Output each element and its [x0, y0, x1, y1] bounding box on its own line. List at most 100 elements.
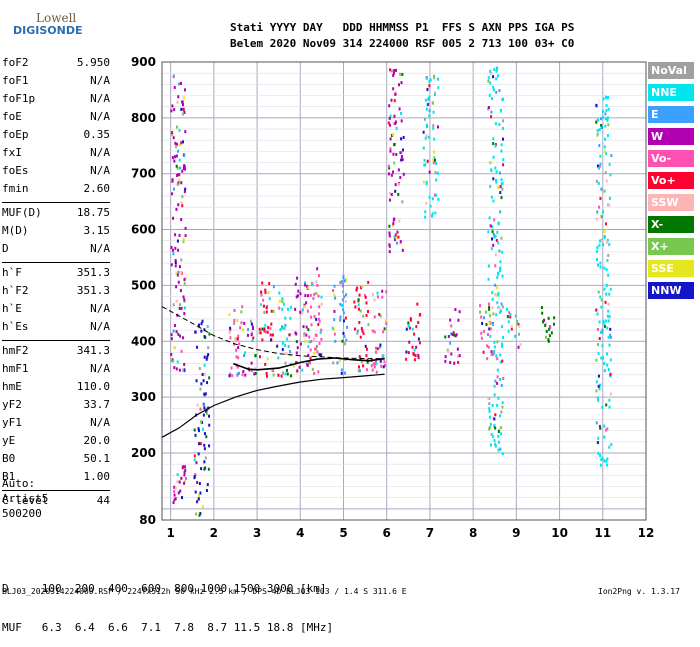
echo-point: [595, 249, 598, 253]
echo-point: [400, 150, 403, 154]
param-value: N/A: [90, 164, 110, 177]
echo-point: [608, 343, 611, 347]
echo-point: [599, 196, 602, 200]
echo-point: [208, 332, 211, 336]
echo-point: [180, 271, 183, 275]
echo-point: [206, 355, 209, 359]
echo-point: [552, 322, 555, 326]
echo-point: [199, 491, 202, 495]
y-tick-label: 900: [131, 55, 156, 69]
param-label: h`Es: [2, 320, 29, 333]
echo-point: [338, 359, 341, 363]
auto-artist: Artist5: [2, 492, 49, 505]
param-value: 3.15: [83, 224, 111, 237]
x-tick-label: 5: [339, 526, 347, 540]
echo-point: [382, 330, 385, 334]
echo-point: [605, 459, 608, 463]
echo-point: [436, 171, 439, 175]
echo-point: [244, 351, 247, 355]
echo-point: [518, 332, 521, 336]
echo-point: [285, 352, 288, 356]
echo-point: [284, 361, 287, 365]
legend-item: X+: [648, 238, 694, 255]
echo-point: [544, 335, 547, 339]
echo-point: [595, 217, 598, 221]
echo-point: [288, 333, 291, 337]
echo-point: [203, 392, 206, 396]
echo-point: [392, 87, 395, 91]
echo-point: [609, 173, 612, 177]
echo-point: [604, 137, 607, 141]
echo-point: [193, 474, 196, 478]
echo-point: [496, 357, 499, 361]
echo-point: [357, 298, 360, 302]
echo-point: [484, 310, 487, 314]
echo-point: [230, 366, 233, 370]
echo-point: [379, 343, 382, 347]
echo-point: [598, 387, 601, 391]
echo-point: [175, 164, 178, 168]
legend-item: NoVal: [648, 62, 694, 79]
echo-point: [231, 374, 234, 378]
echo-point: [203, 394, 206, 398]
echo-point: [492, 85, 495, 89]
param-row: h`Es N/A: [2, 320, 110, 338]
echo-point: [194, 330, 197, 334]
echo-point: [609, 335, 612, 339]
echo-point: [424, 215, 427, 219]
echo-point: [498, 377, 501, 381]
echo-point: [397, 183, 400, 187]
echo-point: [181, 169, 184, 173]
echo-point: [487, 264, 490, 268]
echo-point: [388, 198, 391, 202]
echo-point: [172, 216, 175, 220]
echo-point: [596, 245, 599, 249]
echo-point: [602, 356, 605, 360]
echo-point: [434, 158, 437, 162]
echo-point: [174, 497, 177, 501]
x-tick-label: 2: [210, 526, 218, 540]
echo-point: [599, 454, 602, 458]
param-row: fxI N/A: [2, 146, 110, 164]
echo-point: [493, 68, 496, 72]
echo-point: [389, 114, 392, 118]
echo-point: [411, 345, 414, 349]
echo-point: [170, 333, 173, 337]
echo-point: [301, 308, 304, 312]
echo-point: [444, 355, 447, 359]
echo-point: [599, 261, 602, 265]
echo-point: [320, 337, 323, 341]
echo-point: [183, 298, 186, 302]
echo-point: [492, 243, 495, 247]
echo-point: [600, 298, 603, 302]
echo-point: [181, 496, 184, 500]
echo-point: [276, 344, 279, 348]
echo-point: [356, 286, 359, 290]
echo-point: [236, 372, 239, 376]
echo-point: [175, 285, 178, 289]
param-value: 351.3: [76, 266, 110, 279]
echo-point: [203, 335, 206, 339]
echo-point: [243, 321, 246, 325]
echo-point: [315, 347, 318, 351]
echo-point: [183, 111, 186, 115]
param-label: yF1: [2, 416, 22, 429]
echo-point: [433, 92, 436, 96]
echo-point: [488, 407, 491, 411]
echo-point: [365, 354, 368, 358]
echo-point: [599, 154, 602, 158]
echo-point: [199, 442, 202, 446]
echo-point: [373, 298, 376, 302]
param-value: N/A: [90, 242, 110, 255]
param-row: D N/A: [2, 242, 110, 260]
echo-point: [361, 285, 364, 289]
echo-point: [309, 305, 312, 309]
echo-point: [286, 372, 289, 376]
legend-item: E: [648, 106, 694, 123]
echo-point: [362, 331, 365, 335]
echo-point: [177, 95, 180, 99]
echo-point: [281, 348, 284, 352]
echo-point: [208, 376, 211, 380]
param-value: N/A: [90, 362, 110, 375]
echo-point: [180, 107, 183, 111]
